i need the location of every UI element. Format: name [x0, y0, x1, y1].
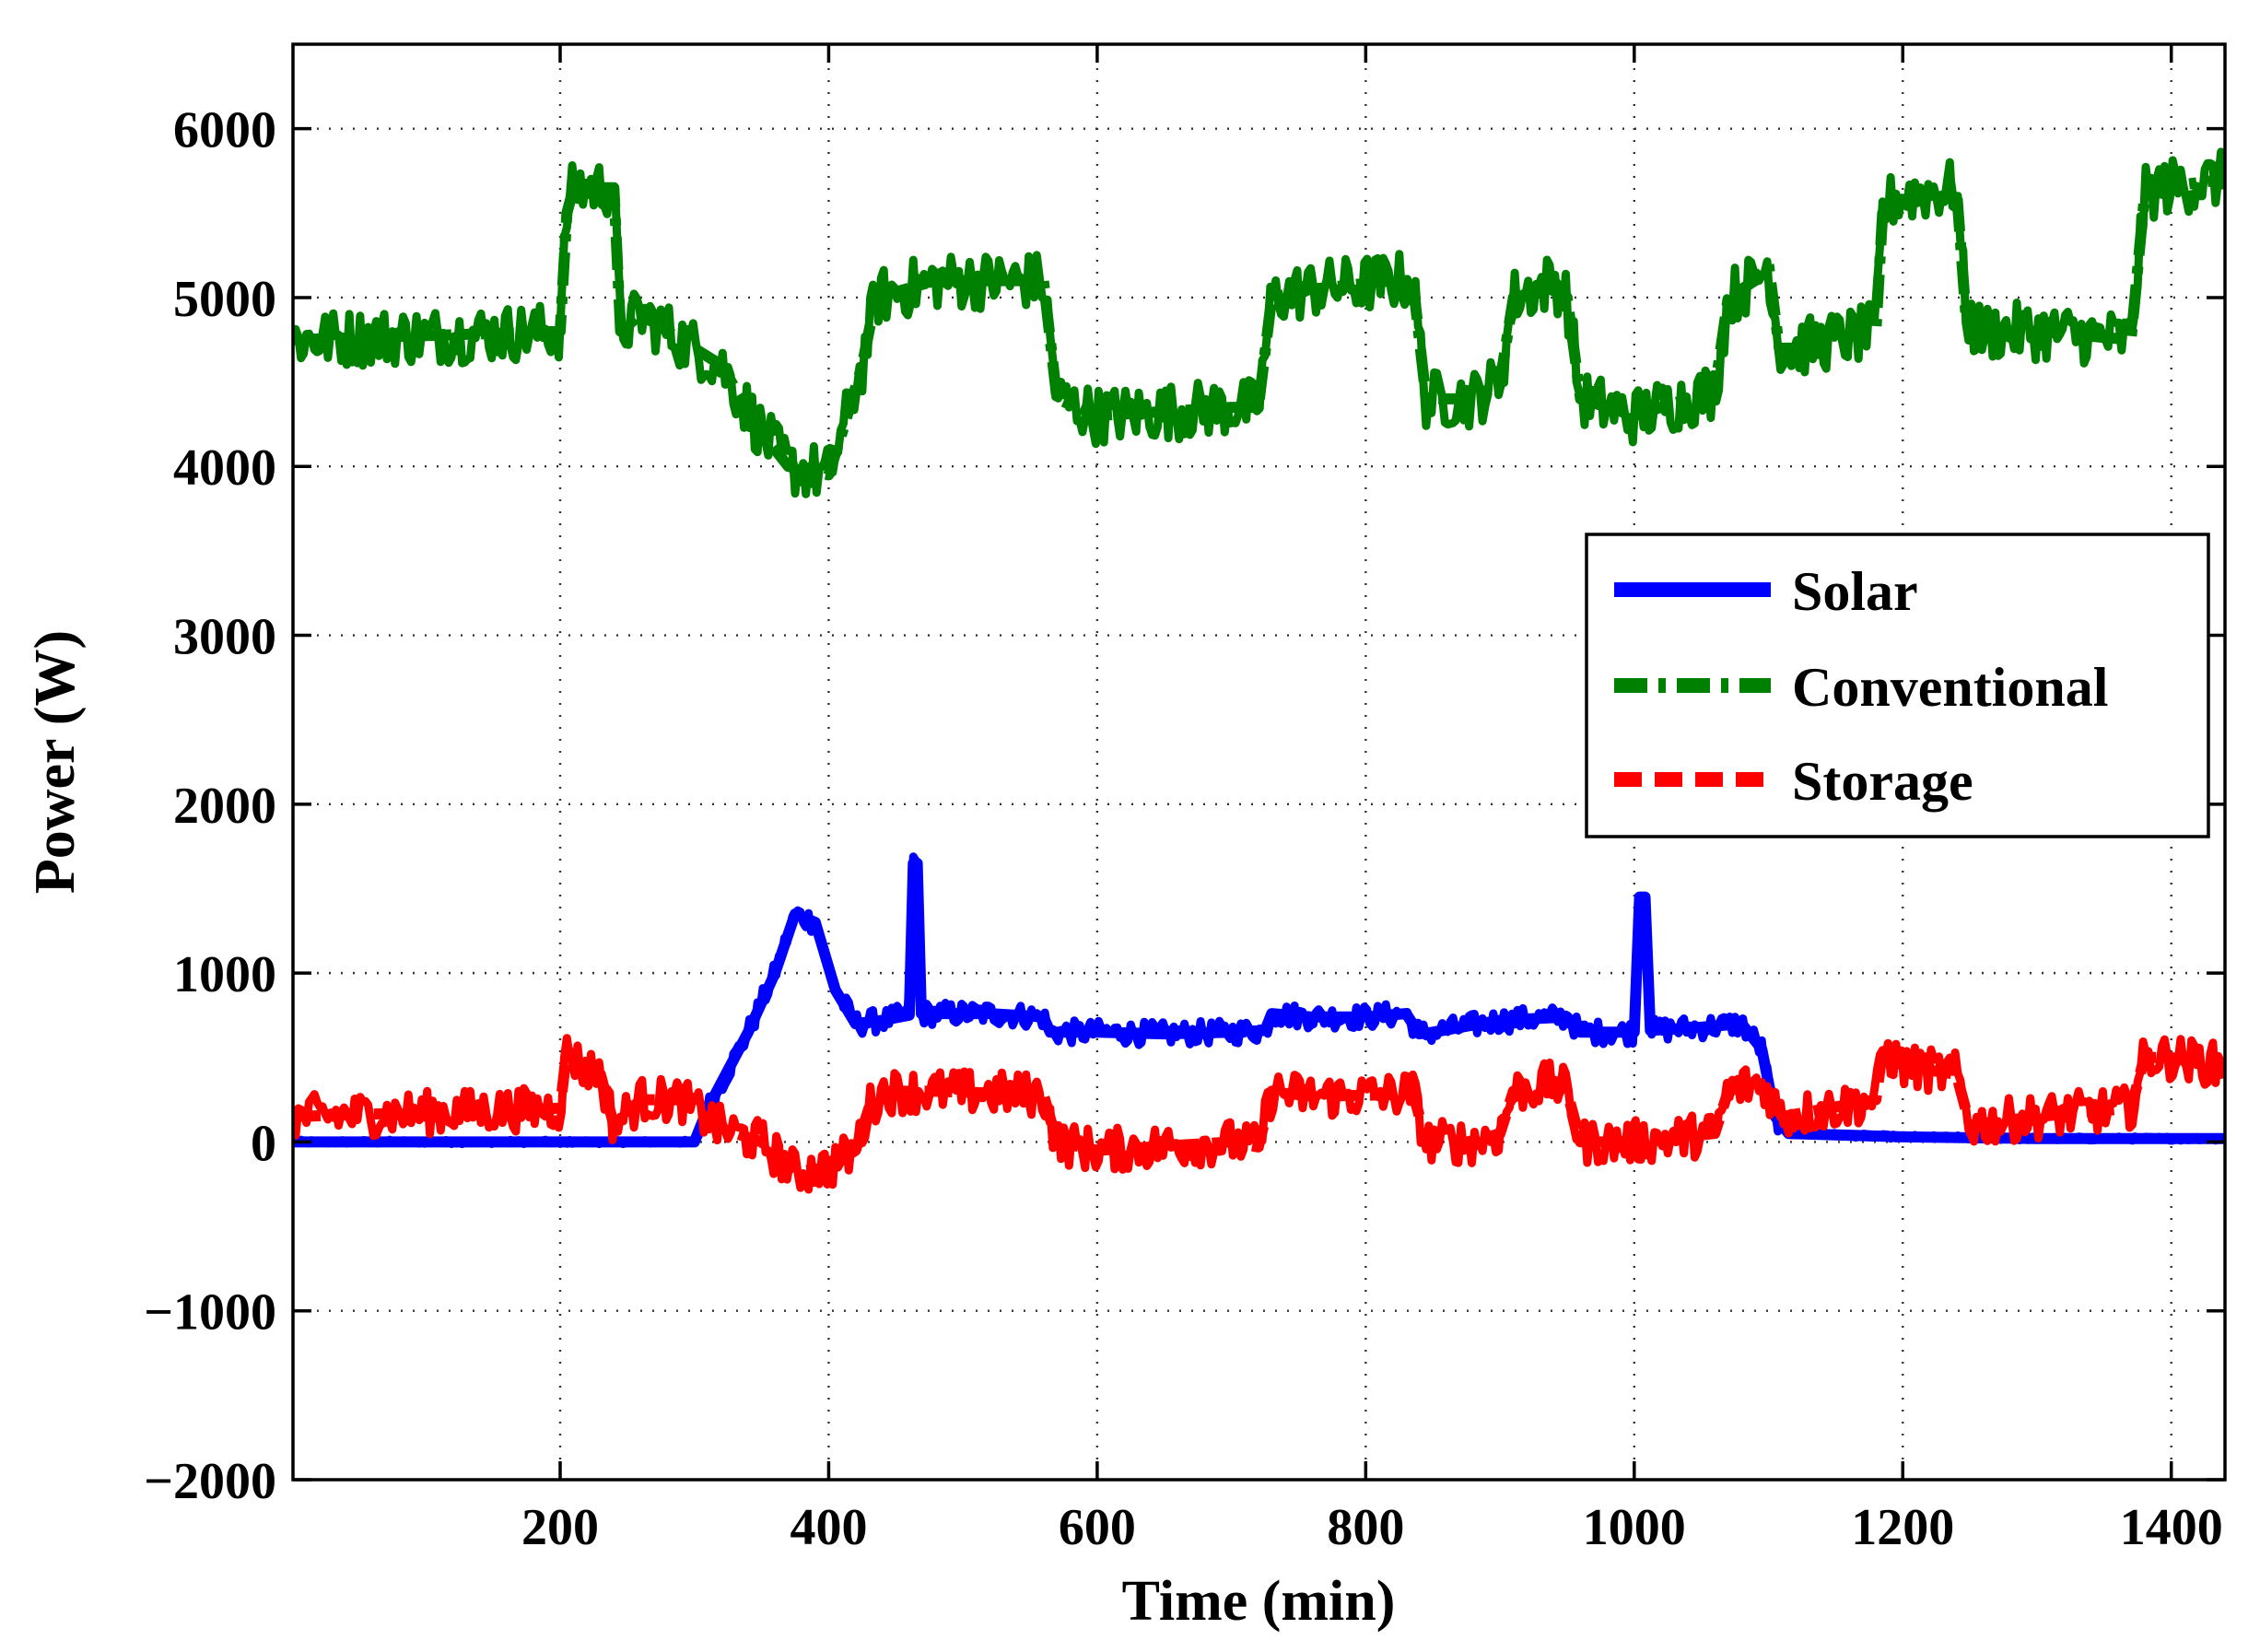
y-tick-label: 0: [251, 1115, 276, 1172]
y-tick-label: 2000: [173, 778, 276, 835]
x-tick-label: 600: [1059, 1499, 1136, 1556]
series-line-conventional: [293, 173, 2225, 481]
y-tick-label: 4000: [173, 439, 276, 497]
y-tick-label: 1000: [173, 946, 276, 1003]
x-tick-label: 400: [790, 1499, 867, 1556]
x-tick-labels: 200 400 600 800 1000 1200 1400: [521, 1499, 2223, 1556]
x-tick-label: 800: [1327, 1499, 1404, 1556]
axis-ticks: [293, 44, 2225, 1482]
y-axis-label: Power (W): [24, 630, 87, 894]
series-line-solar: [293, 858, 2225, 1148]
y-tick-labels: −2000 −1000 0 1000 2000 3000 4000 5000 6000: [144, 102, 276, 1510]
legend-label-storage: Storage: [1792, 751, 1973, 812]
x-tick-label: 1000: [1583, 1499, 1686, 1556]
series-lines: [293, 147, 2225, 1194]
x-tick-label: 1200: [1851, 1499, 1954, 1556]
x-tick-label: 1400: [2120, 1499, 2223, 1556]
legend: Solar Conventional Storage: [1585, 533, 2210, 838]
y-tick-label: 6000: [173, 102, 276, 159]
x-axis-label: Time (min): [1122, 1570, 1396, 1633]
legend-label-solar: Solar: [1792, 561, 1918, 622]
y-tick-label: 5000: [173, 271, 276, 328]
y-tick-label: −1000: [144, 1284, 276, 1342]
y-tick-label: 3000: [173, 609, 276, 666]
series-line-storage: [293, 1043, 2225, 1178]
legend-label-conventional: Conventional: [1792, 657, 2108, 718]
plot-frame: [291, 42, 2227, 1482]
y-tick-label: −2000: [144, 1453, 276, 1510]
x-tick-label: 200: [521, 1499, 599, 1556]
